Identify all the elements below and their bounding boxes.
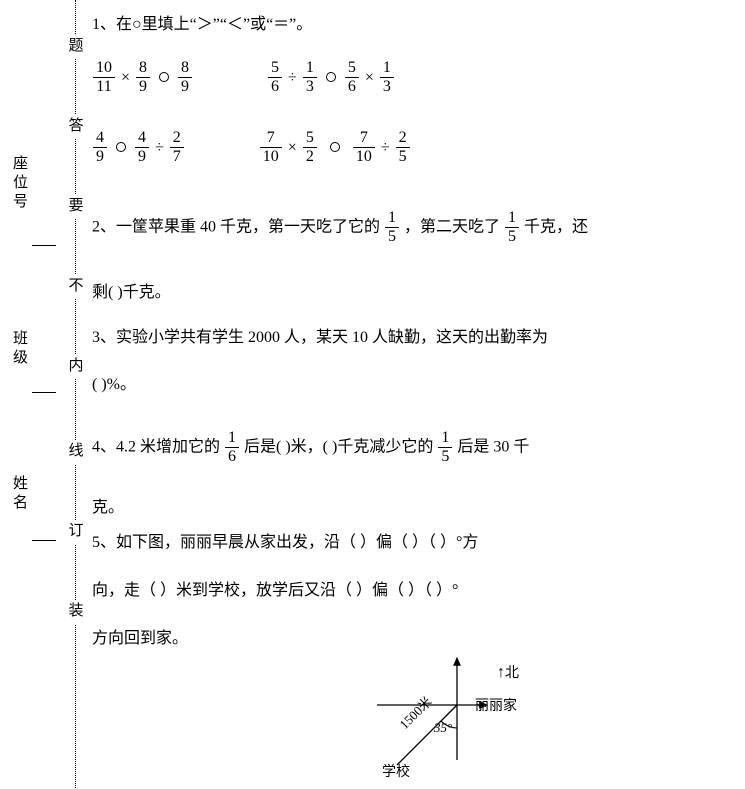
north-arrow: ↑北: [497, 660, 519, 686]
frac: 710: [260, 130, 282, 165]
div-op: ÷: [380, 135, 391, 161]
school-label: 学校: [382, 762, 410, 784]
q1-expr4: 710 × 52 710 ÷ 25: [259, 130, 411, 165]
frac: 15: [385, 210, 399, 245]
bind-char-3: 要: [67, 195, 85, 219]
compare-circle[interactable]: [330, 142, 340, 152]
frac: 15: [505, 210, 519, 245]
angle-label: 35°: [434, 718, 452, 739]
q4-p1: 4、4.2 米增加它的: [92, 439, 220, 456]
frac: 49: [93, 130, 107, 165]
frac: 710: [353, 130, 375, 165]
frac: 52: [303, 130, 317, 165]
q2-p1: 2、一筐苹果重 40 千克，第一天吃了它的: [92, 219, 380, 236]
q5-line2: 向，走（ ）米到学校，放学后又沿（ ）偏（ ）（ ）°: [92, 578, 722, 604]
div-op: ÷: [287, 65, 298, 91]
frac: 15: [438, 430, 452, 465]
q5-line3: 方向回到家。: [92, 626, 722, 652]
frac: 1011: [93, 60, 115, 95]
bind-char-2: 答: [67, 115, 85, 139]
q3-line1: 3、实验小学共有学生 2000 人，某天 10 人缺勤，这天的出勤率为: [92, 325, 722, 351]
binding-margin: 座位号 班级 姓名: [0, 0, 60, 788]
q4-p3: 后是 30 千: [457, 439, 529, 456]
frac: 13: [303, 60, 317, 95]
label-class: 班级: [10, 330, 30, 368]
q2-p3: 千克，还: [524, 219, 588, 236]
frac: 56: [345, 60, 359, 95]
line-seat: [32, 245, 56, 246]
times-op: ×: [364, 65, 375, 91]
map-diagram: ↑北 丽丽家 学校 1500米 35°: [362, 650, 582, 780]
label-name: 姓名: [10, 475, 30, 513]
q2-line2: 剩( )千克。: [92, 280, 722, 306]
q3-line2: ( )%。: [92, 372, 722, 398]
frac: 56: [268, 60, 282, 95]
q4-p2: 后是( )米，( )千克减少它的: [244, 439, 433, 456]
q4-line2: 克。: [92, 495, 722, 521]
bind-char-1: 题: [67, 35, 85, 59]
q5-line1: 5、如下图，丽丽早晨从家出发，沿（ ）偏（ ）（ ）°方: [92, 530, 722, 556]
bind-char-5: 内: [67, 355, 85, 379]
line-name: [32, 540, 56, 541]
frac: 89: [178, 60, 192, 95]
frac: 49: [135, 130, 149, 165]
q1-expr3: 49 49 ÷ 27: [92, 130, 185, 165]
compare-circle[interactable]: [116, 142, 126, 152]
frac: 27: [170, 130, 184, 165]
label-seat: 座位号: [10, 155, 30, 212]
frac: 13: [380, 60, 394, 95]
bind-char-8: 装: [67, 600, 85, 624]
frac: 25: [396, 130, 410, 165]
q1-row1: 1011 × 89 89 56 ÷ 13 56 × 13: [92, 60, 722, 95]
q2-line1: 2、一筐苹果重 40 千克，第一天吃了它的 15 ，第二天吃了 15 千克，还: [92, 210, 722, 245]
bind-char-4: 不: [67, 275, 85, 299]
q4-line1: 4、4.2 米增加它的 16 后是( )米，( )千克减少它的 15 后是 30…: [92, 430, 722, 465]
frac: 89: [136, 60, 150, 95]
q2-p2: ，第二天吃了: [404, 219, 500, 236]
line-class: [32, 392, 56, 393]
times-op: ×: [120, 65, 131, 91]
frac: 16: [225, 430, 239, 465]
bind-char-7: 订: [67, 520, 85, 544]
bind-char-6: 线: [67, 440, 85, 464]
q1-expr1: 1011 × 89 89: [92, 60, 193, 95]
q1-row2: 49 49 ÷ 27 710 × 52 710 ÷ 25: [92, 130, 722, 165]
q1-prompt: 1、在○里填上“＞”“＜”或“＝”。: [92, 12, 722, 38]
north-label: 北: [505, 666, 519, 681]
compare-circle[interactable]: [326, 72, 336, 82]
times-op: ×: [287, 135, 298, 161]
div-op: ÷: [154, 135, 165, 161]
home-label: 丽丽家: [475, 696, 517, 718]
compare-circle[interactable]: [159, 72, 169, 82]
q1-expr2: 56 ÷ 13 56 × 13: [267, 60, 395, 95]
